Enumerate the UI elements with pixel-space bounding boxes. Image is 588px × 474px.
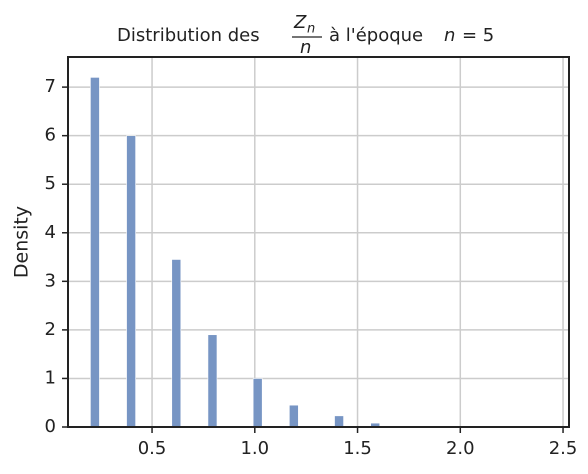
title-numerator: Z xyxy=(293,12,307,33)
x-tick-label: 1.5 xyxy=(343,438,372,459)
bar xyxy=(126,135,136,428)
bar xyxy=(207,334,218,428)
plot-frame xyxy=(67,56,570,428)
bar xyxy=(289,404,299,428)
y-tick-label: 3 xyxy=(45,270,56,291)
title-epoch-var: n xyxy=(444,25,455,46)
bar xyxy=(252,378,263,428)
x-tick-label: 2.0 xyxy=(446,438,475,459)
x-tick-label: 0.5 xyxy=(138,438,167,459)
y-tick-label: 7 xyxy=(45,76,56,97)
title-suffix: à l'époque xyxy=(329,25,423,46)
x-tick-label: 2.5 xyxy=(549,438,578,459)
title-epoch-eq: = 5 xyxy=(462,25,494,46)
title-denominator: n xyxy=(300,37,311,58)
y-tick-label: 6 xyxy=(45,125,56,146)
x-tick-label: 1.0 xyxy=(240,438,269,459)
title-subscript: n xyxy=(307,22,315,37)
bar xyxy=(171,259,182,428)
y-tick-label: 2 xyxy=(45,319,56,340)
y-tick-label: 0 xyxy=(45,416,56,437)
y-tick-label: 4 xyxy=(45,222,56,243)
bar xyxy=(334,415,344,428)
y-tick-label: 5 xyxy=(45,173,56,194)
chart-title: Distribution des Z n n à l'époque n = 5 xyxy=(117,12,494,58)
bar xyxy=(90,77,100,428)
y-axis-label: Density xyxy=(11,206,33,278)
title-prefix: Distribution des xyxy=(117,25,260,46)
y-tick-label: 1 xyxy=(45,367,56,388)
